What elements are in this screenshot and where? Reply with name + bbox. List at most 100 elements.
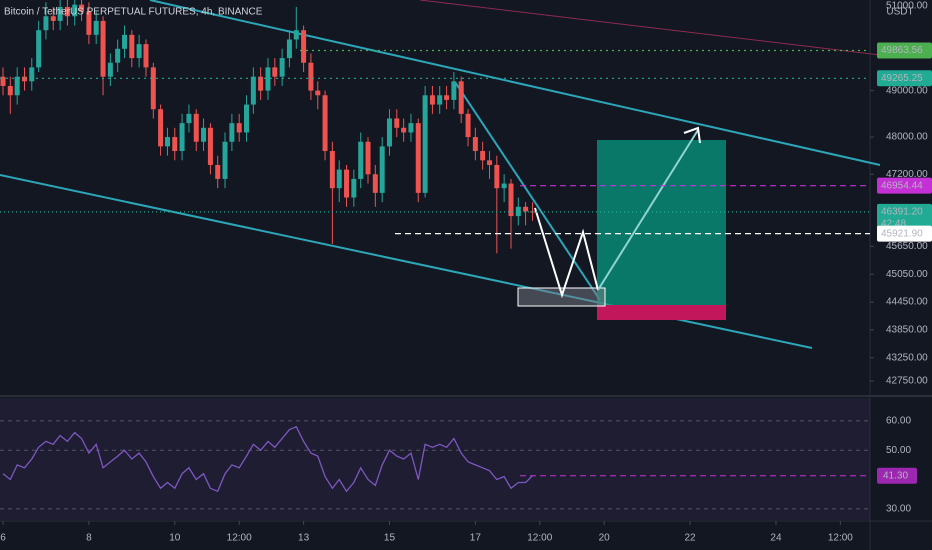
price-badge-label: 49265.25 <box>881 73 923 84</box>
candle-body <box>122 34 128 49</box>
candle-body <box>21 76 27 82</box>
candle-body <box>93 20 99 35</box>
candle-body <box>29 67 35 82</box>
candle-body <box>79 4 85 12</box>
candle-body <box>451 81 457 100</box>
x-tick-label: 8 <box>86 533 92 544</box>
countdown-label: 42:48 <box>881 218 906 229</box>
candle-body <box>207 127 213 165</box>
red-trendline <box>419 0 881 56</box>
candle-body <box>250 76 256 105</box>
candle-body <box>458 81 464 114</box>
rsi-pane <box>0 398 870 520</box>
candle-body <box>293 30 299 40</box>
rsi-badge <box>877 467 917 484</box>
x-tick-label: 12:00 <box>828 533 853 544</box>
projection-arrow <box>597 129 699 291</box>
y-tick-label: 51000.00 <box>886 1 928 12</box>
y-tick-label: 45050.00 <box>886 269 928 280</box>
demand-box <box>517 287 606 307</box>
x-tick-label: 17 <box>470 533 482 544</box>
candle-body <box>272 67 278 77</box>
candle-body <box>143 44 149 68</box>
x-tick-label: 20 <box>599 533 611 544</box>
candle-body <box>72 4 78 17</box>
candle-body <box>344 169 350 198</box>
price-badge-label: 49863.56 <box>881 45 923 56</box>
candle-body <box>408 123 414 133</box>
drawings <box>0 0 881 349</box>
candle-body <box>286 39 292 59</box>
rsi-tick-label: 50.00 <box>886 445 911 456</box>
candle-body <box>422 95 428 193</box>
y-tick-label: 49000.00 <box>886 85 928 96</box>
zigzag-path <box>534 207 599 299</box>
x-tick-label: 6 <box>0 533 6 544</box>
candle-body <box>150 67 156 110</box>
x-tick-label: 10 <box>169 533 181 544</box>
candle-body <box>444 95 450 100</box>
candle-body <box>164 137 170 147</box>
candle-body <box>86 11 92 35</box>
x-tick-label: 12:00 <box>527 533 552 544</box>
x-tick-label: 22 <box>685 533 697 544</box>
candle-body <box>494 164 500 189</box>
candle-body <box>179 123 185 152</box>
candle-body <box>429 95 435 105</box>
candle-body <box>258 76 264 91</box>
price-badge-label: 46391.20 <box>881 206 923 217</box>
candle-body <box>222 141 228 179</box>
candle-body <box>358 141 364 179</box>
candle-body <box>315 90 321 96</box>
candle-body <box>14 76 20 96</box>
price-badge <box>877 177 932 194</box>
long-stop-zone <box>597 305 726 320</box>
candle-body <box>186 113 192 124</box>
candle-body <box>336 169 342 189</box>
candle-body <box>308 62 314 91</box>
y-tick-label: 43850.00 <box>886 325 928 336</box>
price-badge <box>877 70 932 87</box>
candle-body <box>100 20 106 77</box>
candle-body <box>193 113 199 142</box>
y-tick-label: 44450.00 <box>886 297 928 308</box>
rsi-badge-label: 41.30 <box>883 470 908 481</box>
candle-body <box>329 151 335 189</box>
candle-body <box>279 58 285 77</box>
x-tick-label: 13 <box>298 533 310 544</box>
candle-body <box>229 123 235 142</box>
candle-body <box>236 123 242 133</box>
candle-body <box>136 44 142 59</box>
y-tick-label: 43250.00 <box>886 352 928 363</box>
candle-body <box>523 206 529 212</box>
symbol-title: Bitcoin / TetherUS PERPETUAL FUTURES, 4h… <box>4 7 263 18</box>
candle-body <box>115 48 121 63</box>
arrow-head <box>683 126 701 144</box>
candle-body <box>372 174 378 193</box>
candle-body <box>215 164 221 179</box>
candle-body <box>36 30 42 68</box>
x-tick-label: 24 <box>770 533 782 544</box>
y-tick-label: 45650.00 <box>886 241 928 252</box>
y-tick-label: 42750.00 <box>886 376 928 387</box>
candle-body <box>351 178 357 198</box>
price-badge-label: 46954.44 <box>881 180 923 191</box>
currency-label: USDT <box>886 7 913 18</box>
candle-body <box>7 85 13 96</box>
candle-body <box>472 137 478 152</box>
candle-body <box>365 141 371 175</box>
x-tick-label: 12:00 <box>227 533 252 544</box>
price-badge <box>877 203 932 232</box>
price-badge <box>877 225 932 242</box>
candle-body <box>57 6 63 21</box>
candle-body <box>437 95 443 105</box>
candle-body <box>386 118 392 147</box>
y-tick-label: 48000.00 <box>886 132 928 143</box>
candle-body <box>515 206 521 217</box>
candle-body <box>465 113 471 138</box>
candle-body <box>64 6 70 17</box>
steep-trendline <box>454 81 601 301</box>
candle-body <box>43 16 49 31</box>
